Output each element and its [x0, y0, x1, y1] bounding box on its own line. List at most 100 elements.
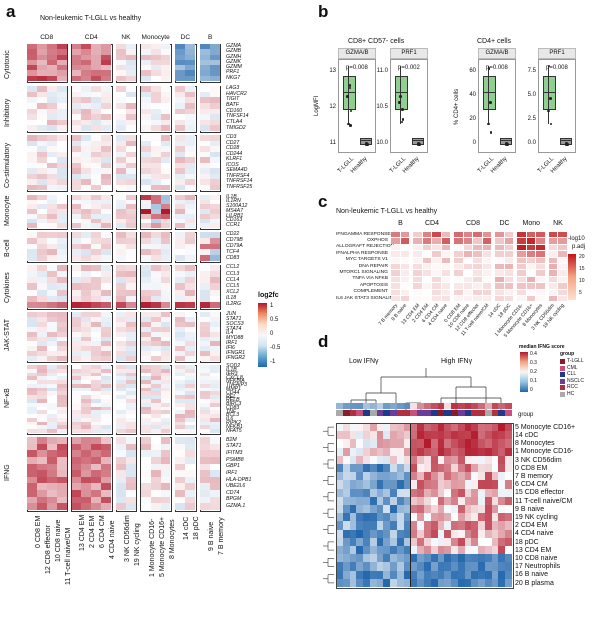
panel-a-cell [140, 86, 151, 92]
panel-a-cell [27, 383, 37, 388]
panel-a-cell [27, 380, 37, 385]
panel-a-cell [46, 380, 57, 385]
panel-d-cell [403, 578, 411, 588]
panel-a-cell [46, 476, 57, 484]
panel-a-cell [160, 376, 171, 381]
panel-a-cell [27, 356, 37, 362]
panel-a-cell [91, 414, 102, 419]
panel-b-pvalue-1: p=0.002 [398, 65, 420, 71]
panel-d-cell [478, 513, 486, 522]
panel-a-cell [116, 209, 126, 215]
panel-a-cell [160, 425, 171, 430]
panel-a-cell [140, 255, 151, 262]
panel-a-cell [27, 476, 37, 484]
panel-a-cell [140, 399, 151, 404]
panel-d-score-annotation [342, 403, 350, 409]
panel-a-cell [46, 383, 57, 388]
panel-d-cell [349, 472, 357, 481]
panel-c-cell [432, 238, 441, 244]
panel-a-cell [160, 119, 171, 126]
panel-a-row-group-label: Cytotoxic [4, 49, 11, 79]
panel-a-legend-tick: -1 [270, 359, 276, 365]
panel-c-cell [495, 244, 504, 251]
panel-d-score-annotation [390, 403, 397, 409]
panel-a-cell [140, 59, 151, 66]
panel-a-cell [125, 168, 136, 174]
panel-d-cell [356, 505, 364, 514]
panel-a-cell [91, 168, 102, 174]
panel-a-cell [101, 391, 112, 396]
panel-d-cell [383, 546, 391, 555]
panel-d-cell [444, 513, 452, 522]
panel-d-cell [471, 570, 479, 579]
panel-a-cell [91, 383, 102, 388]
panel-a-cell [101, 108, 112, 115]
panel-a-cell [175, 151, 186, 158]
panel-d-cell [383, 578, 391, 588]
panel-a-cell [81, 289, 92, 296]
panel-a-cell [140, 391, 151, 396]
panel-a-gene-label: GZMM [226, 64, 242, 71]
panel-a-cell [160, 44, 171, 50]
panel-a-cell [200, 341, 211, 347]
panel-a-cell [140, 429, 151, 434]
panel-d-cell [457, 464, 465, 473]
panel-a-cell [71, 450, 82, 458]
panel-a-cell [56, 59, 67, 66]
panel-a-cell [140, 179, 151, 185]
panel-d-score-annotation [457, 403, 465, 409]
panel-c-col-group: CD8 [465, 220, 480, 227]
panel-c-cell [482, 251, 491, 257]
panel-b-median-healthy [560, 140, 571, 141]
panel-a-cell [46, 265, 57, 272]
panel-a-cell [56, 365, 67, 370]
panel-a-cell [175, 410, 186, 415]
panel-a-cell [125, 199, 136, 205]
panel-a-cell [200, 336, 211, 342]
panel-a-cell [125, 402, 136, 407]
panel-a-cell [210, 341, 220, 347]
panel-c-cell [558, 238, 567, 244]
panel-a-cell [200, 91, 211, 98]
panel-a-cell [150, 265, 161, 272]
panel-c-cell [441, 232, 450, 238]
panel-a-cell [116, 49, 126, 55]
panel-b-median-tlgll [343, 92, 355, 93]
panel-a-cell [125, 49, 136, 55]
panel-a-row-group-label: IFNG [4, 463, 11, 481]
panel-a-cell [200, 326, 211, 332]
panel-a-cell [27, 421, 37, 426]
panel-d-cell [424, 423, 431, 432]
panel-d-cell [464, 480, 472, 489]
panel-d-score-annotation [478, 403, 485, 409]
panel-a-cell [150, 380, 161, 385]
panel-a-cell [140, 168, 151, 174]
panel-a-cell [116, 44, 126, 50]
panel-a-cell [150, 289, 161, 296]
panel-a-cell [116, 456, 126, 464]
panel-a-gene-label: MYD88 [226, 335, 244, 342]
panel-a-cell [125, 351, 136, 357]
panel-a-cell [46, 372, 57, 377]
panel-c-cell [454, 276, 463, 283]
panel-d-cell [369, 546, 377, 555]
panel-d-cell [484, 554, 492, 563]
panel-a-cell [101, 368, 112, 373]
panel-a-gene-label: GBP1 [226, 463, 240, 470]
panel-d-cell [342, 464, 350, 473]
panel-c-cell [463, 289, 472, 295]
panel-a-cell [210, 421, 220, 426]
panel-c-cell [495, 264, 504, 270]
panel-a-cell [27, 483, 37, 491]
panel-a-cell [185, 102, 196, 109]
panel-a-cell [71, 331, 82, 337]
panel-a-cell [71, 395, 82, 400]
panel-c-cell [558, 289, 567, 295]
panel-c-cell [495, 232, 504, 238]
panel-a-cell [140, 289, 151, 296]
panel-a-cell [36, 376, 47, 381]
panel-d-cell [484, 513, 492, 522]
panel-a-cell [150, 151, 161, 158]
panel-a-cell [81, 399, 92, 404]
panel-a-cell [81, 237, 92, 244]
